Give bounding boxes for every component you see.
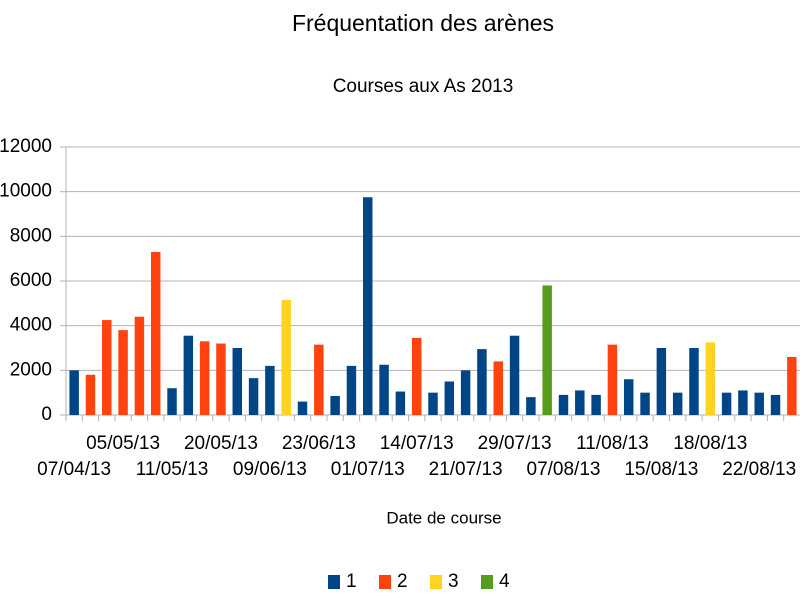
bar	[346, 365, 357, 415]
bar	[281, 299, 291, 415]
legend-swatch	[430, 575, 442, 589]
y-tick-label: 6000	[10, 270, 52, 291]
bar	[85, 374, 96, 415]
bar	[411, 337, 422, 415]
bar	[330, 396, 340, 415]
bar	[428, 392, 438, 415]
bar	[754, 392, 764, 415]
bar	[787, 356, 797, 415]
bar	[199, 341, 210, 415]
bar	[395, 391, 406, 415]
bar	[526, 397, 536, 415]
chart-subtitle: Courses aux As 2013	[333, 76, 514, 97]
legend-swatch	[379, 575, 391, 589]
bar	[509, 335, 520, 415]
bar	[672, 392, 683, 415]
x-tick-label: 21/07/13	[429, 459, 503, 480]
x-tick-label: 07/04/13	[37, 459, 111, 480]
bar	[721, 392, 732, 415]
bar	[150, 251, 161, 415]
y-tick-label: 8000	[10, 225, 52, 246]
bar	[591, 394, 601, 415]
bar	[542, 285, 552, 415]
x-tick-label: 07/08/13	[527, 459, 601, 480]
legend-swatch	[481, 575, 493, 589]
legend-label: 1	[346, 571, 357, 592]
bar	[297, 401, 308, 415]
x-tick-label: 05/05/13	[86, 433, 160, 454]
bar	[689, 348, 699, 415]
bar	[575, 390, 585, 415]
bar	[248, 378, 259, 415]
bar	[118, 330, 128, 415]
x-tick-label: 20/05/13	[184, 433, 258, 454]
bar	[460, 370, 471, 415]
y-tick-label: 12000	[0, 136, 52, 157]
bar	[640, 392, 650, 415]
x-tick-label: 22/08/13	[722, 459, 796, 480]
bar	[656, 348, 667, 415]
x-tick-label: 01/07/13	[331, 459, 405, 480]
bar	[444, 381, 455, 415]
x-tick-label: 09/06/13	[233, 459, 307, 480]
bar	[134, 316, 145, 415]
x-tick-label: 15/08/13	[624, 459, 698, 480]
legend-label: 2	[397, 571, 408, 592]
bar	[624, 379, 634, 415]
y-tick-label: 10000	[0, 181, 52, 202]
bar	[232, 348, 242, 415]
legend-label: 3	[448, 571, 459, 592]
bar	[607, 344, 618, 415]
bar	[314, 344, 324, 415]
bar	[265, 365, 275, 415]
bar	[493, 361, 503, 415]
legend-label: 4	[499, 571, 510, 592]
bar	[69, 370, 79, 415]
bar	[477, 349, 487, 415]
y-tick-label: 2000	[10, 359, 52, 380]
x-tick-label: 14/07/13	[380, 433, 454, 454]
chart-title: Fréquentation des arènes	[292, 10, 554, 36]
bar	[102, 320, 112, 415]
bar	[738, 390, 748, 415]
x-tick-label: 23/06/13	[282, 433, 356, 454]
y-tick-label: 4000	[10, 315, 52, 336]
bar	[167, 388, 177, 415]
x-axis-label: Date de course	[386, 508, 501, 527]
x-tick-label: 29/07/13	[478, 433, 552, 454]
x-tick-label: 18/08/13	[673, 433, 747, 454]
bar	[363, 197, 373, 415]
bar	[216, 343, 226, 415]
legend-swatch	[328, 575, 340, 589]
bar	[558, 394, 569, 415]
x-tick-label: 11/05/13	[136, 459, 209, 480]
bar	[705, 342, 716, 415]
bar	[379, 364, 389, 415]
x-tick-label: 11/08/13	[576, 433, 649, 454]
bar	[183, 335, 194, 415]
y-tick-label: 0	[41, 404, 52, 425]
bar	[770, 394, 781, 415]
